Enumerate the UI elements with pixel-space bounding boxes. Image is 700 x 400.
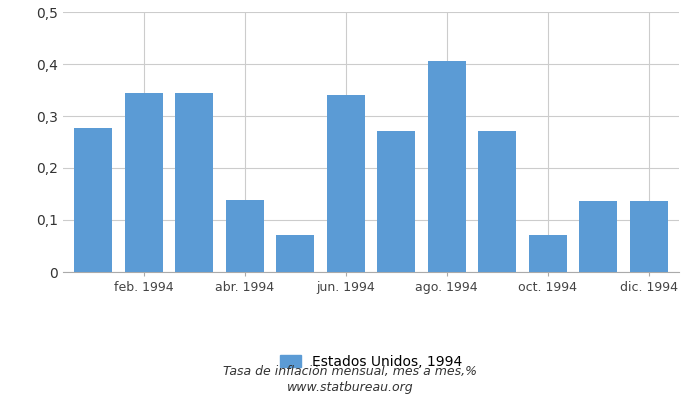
Bar [528, 234, 567, 272]
Bar [377, 130, 415, 272]
Bar [580, 201, 617, 272]
Text: Tasa de inflación mensual, mes a mes,%: Tasa de inflación mensual, mes a mes,% [223, 365, 477, 378]
Bar [327, 95, 365, 272]
Bar [226, 200, 264, 272]
Bar [478, 131, 516, 272]
Text: www.statbureau.org: www.statbureau.org [287, 381, 413, 394]
Bar [125, 93, 162, 272]
Bar [276, 234, 314, 272]
Legend: Estados Unidos, 1994: Estados Unidos, 1994 [274, 349, 468, 374]
Bar [74, 128, 112, 272]
Bar [428, 61, 466, 272]
Bar [630, 201, 668, 272]
Bar [175, 93, 214, 272]
